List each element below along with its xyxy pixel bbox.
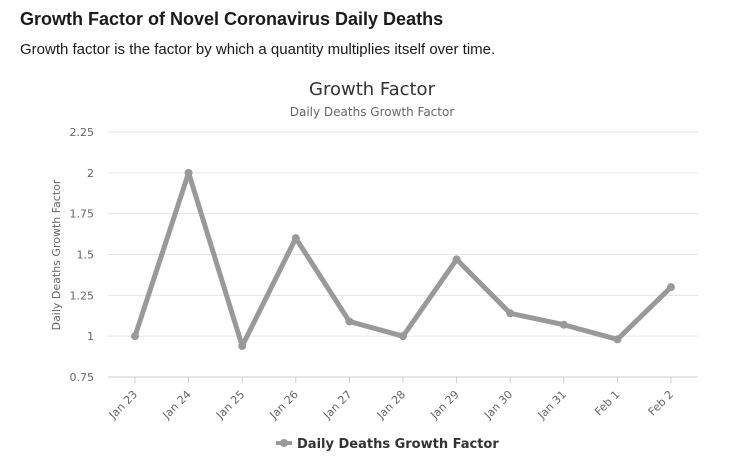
page-heading: Growth Factor of Novel Coronavirus Daily… (20, 9, 444, 29)
data-point[interactable] (131, 332, 139, 341)
x-tick-label: Jan 28 (374, 388, 408, 422)
x-tick-label: Jan 30 (481, 388, 515, 422)
series-line (132, 170, 674, 349)
data-point[interactable] (506, 309, 515, 318)
y-tick-label: 1.75 (70, 208, 95, 221)
x-tick-label: Jan 27 (320, 388, 354, 422)
y-tick-label: 1 (87, 330, 94, 343)
x-tick-label: Jan 24 (159, 388, 193, 422)
legend-marker-dot (280, 439, 288, 447)
legend-series-label[interactable]: Daily Deaths Growth Factor (297, 437, 499, 452)
x-tick-label: Feb 2 (646, 388, 676, 418)
x-tick-label: Jan 29 (427, 388, 461, 422)
data-point[interactable] (345, 317, 354, 326)
y-tick-label: 1.25 (70, 289, 95, 302)
data-point[interactable] (559, 320, 568, 329)
data-point[interactable] (667, 283, 675, 292)
y-gridlines (108, 131, 698, 383)
chart-title: Growth Factor (309, 79, 436, 100)
y-axis-tick-labels: 0.75 1 1.25 1.5 1.75 2 2.25 (70, 126, 95, 384)
x-tick-label: Feb 1 (592, 388, 622, 418)
x-tick-label: Jan 31 (535, 388, 569, 422)
y-tick-label: 0.75 (70, 371, 95, 384)
y-axis-label: Daily Deaths Growth Factor (50, 179, 63, 330)
x-axis-tick-labels: Jan 23 Jan 24 Jan 25 Jan 26 Jan 27 Jan 28 Jan … (106, 388, 676, 422)
data-point[interactable] (452, 255, 461, 264)
x-tick-label: Jan 25 (213, 388, 247, 422)
x-tick-label: Jan 26 (267, 388, 301, 422)
x-tick-label: Jan 23 (106, 388, 140, 422)
series-group (131, 168, 675, 350)
page-subheading: Growth factor is the factor by which a q… (20, 41, 496, 58)
y-tick-label: 2.25 (70, 126, 95, 139)
y-tick-label: 2 (87, 167, 94, 180)
y-tick-label: 1.5 (77, 249, 95, 262)
data-point[interactable] (399, 332, 407, 341)
data-point[interactable] (613, 335, 622, 344)
chart-subtitle: Daily Deaths Growth Factor (290, 105, 455, 119)
data-point[interactable] (291, 234, 300, 243)
data-point[interactable] (238, 341, 247, 350)
data-point[interactable] (184, 168, 193, 177)
legend[interactable]: Daily Deaths Growth Factor (276, 437, 499, 452)
